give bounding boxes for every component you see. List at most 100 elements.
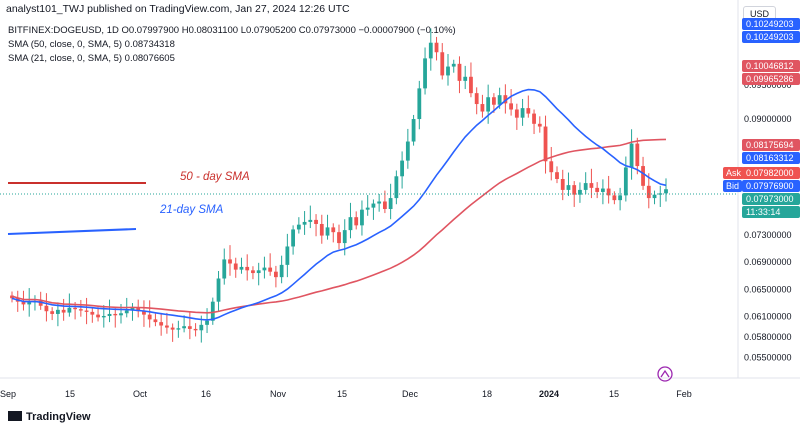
candle-body: [205, 320, 209, 325]
candle-body: [130, 307, 135, 311]
candle-body: [600, 188, 605, 192]
candle: [486, 84, 491, 124]
candle: [319, 214, 324, 244]
candle: [113, 308, 118, 328]
candle-body: [325, 227, 330, 236]
candle: [469, 62, 473, 98]
time-tick-10: Feb: [676, 389, 692, 399]
time-tick-4: Nov: [270, 389, 287, 399]
candle-body: [526, 108, 531, 114]
candle-body: [411, 119, 416, 142]
candle-body: [136, 307, 141, 312]
price-tick-3: 0.06900000: [744, 257, 792, 267]
candle-body: [319, 223, 324, 236]
candle-body: [469, 76, 473, 94]
candle: [600, 179, 605, 205]
candle-body: [589, 183, 594, 188]
candle-body: [503, 95, 508, 104]
candle: [314, 214, 318, 237]
candle-body: [514, 109, 519, 118]
candle: [61, 298, 66, 321]
candle-body: [451, 63, 456, 67]
candle-body: [463, 76, 468, 81]
price-label-4: 0.09965286: [742, 73, 800, 85]
price-label-3: 0.10046812: [742, 60, 800, 72]
candle: [251, 266, 255, 280]
candle: [308, 205, 313, 229]
candle-body: [153, 319, 158, 323]
candle-body: [96, 314, 100, 318]
candle: [405, 128, 410, 169]
candle-body: [417, 88, 422, 120]
candle-body: [491, 97, 496, 105]
candle-body: [44, 305, 49, 312]
time-tick-8: 2024: [539, 389, 559, 399]
candle: [78, 299, 83, 317]
candle-body: [365, 207, 370, 210]
candle: [233, 257, 238, 278]
candle-body: [560, 179, 565, 190]
price-tick-6: 0.05800000: [744, 332, 792, 342]
candle: [50, 307, 55, 321]
candle-body: [641, 166, 645, 186]
candle: [176, 320, 181, 338]
last-price: 0.07973000: [742, 193, 800, 205]
candle-body: [21, 301, 26, 305]
candle-body: [486, 97, 491, 112]
candle: [652, 190, 657, 205]
candle-body: [497, 95, 502, 105]
candle-body: [78, 309, 83, 311]
candle-body: [251, 270, 255, 274]
candle: [302, 211, 307, 235]
candle: [348, 202, 353, 239]
candle: [646, 173, 651, 209]
candle-body: [543, 126, 548, 162]
candle: [279, 255, 284, 284]
candle: [623, 156, 628, 202]
candle: [228, 245, 232, 276]
candle-body: [509, 103, 514, 110]
candle: [239, 257, 244, 274]
candle: [170, 323, 175, 342]
candle-body: [537, 123, 542, 127]
candle: [572, 181, 577, 207]
candle: [423, 47, 427, 95]
candle: [463, 65, 468, 90]
candle: [606, 175, 611, 204]
candle: [612, 191, 617, 205]
candle-body: [176, 328, 181, 330]
candle-body: [555, 172, 559, 180]
candle-body: [337, 232, 341, 244]
candle: [428, 28, 433, 71]
candle: [549, 146, 554, 181]
time-tick-5: 15: [337, 389, 347, 399]
candle: [451, 59, 456, 73]
candle-body: [245, 266, 250, 271]
time-tick-2: Oct: [133, 389, 148, 399]
candle-body: [474, 93, 479, 105]
candle-body: [222, 259, 227, 279]
candle-body: [371, 203, 376, 208]
candle-body: [354, 217, 359, 226]
candle-body: [388, 198, 393, 209]
candle-body: [400, 160, 405, 177]
candle: [664, 178, 668, 202]
tradingview-replay-icon[interactable]: [657, 366, 673, 382]
ask-price: 0.07982000: [742, 167, 800, 179]
candle: [331, 223, 336, 243]
sma50-annotation: 50 - day SMA: [180, 171, 250, 183]
time-tick-0: Sep: [0, 389, 16, 399]
candle-body: [434, 42, 439, 53]
candle-body: [360, 209, 364, 226]
candle: [566, 172, 571, 197]
candle: [578, 182, 582, 203]
candle-body: [55, 309, 60, 314]
candle: [222, 248, 227, 285]
candle-body: [296, 224, 301, 230]
candle: [560, 169, 565, 201]
candle-body: [119, 313, 123, 316]
candle-body: [50, 311, 55, 314]
candle-body: [228, 259, 232, 264]
candle: [480, 94, 485, 118]
